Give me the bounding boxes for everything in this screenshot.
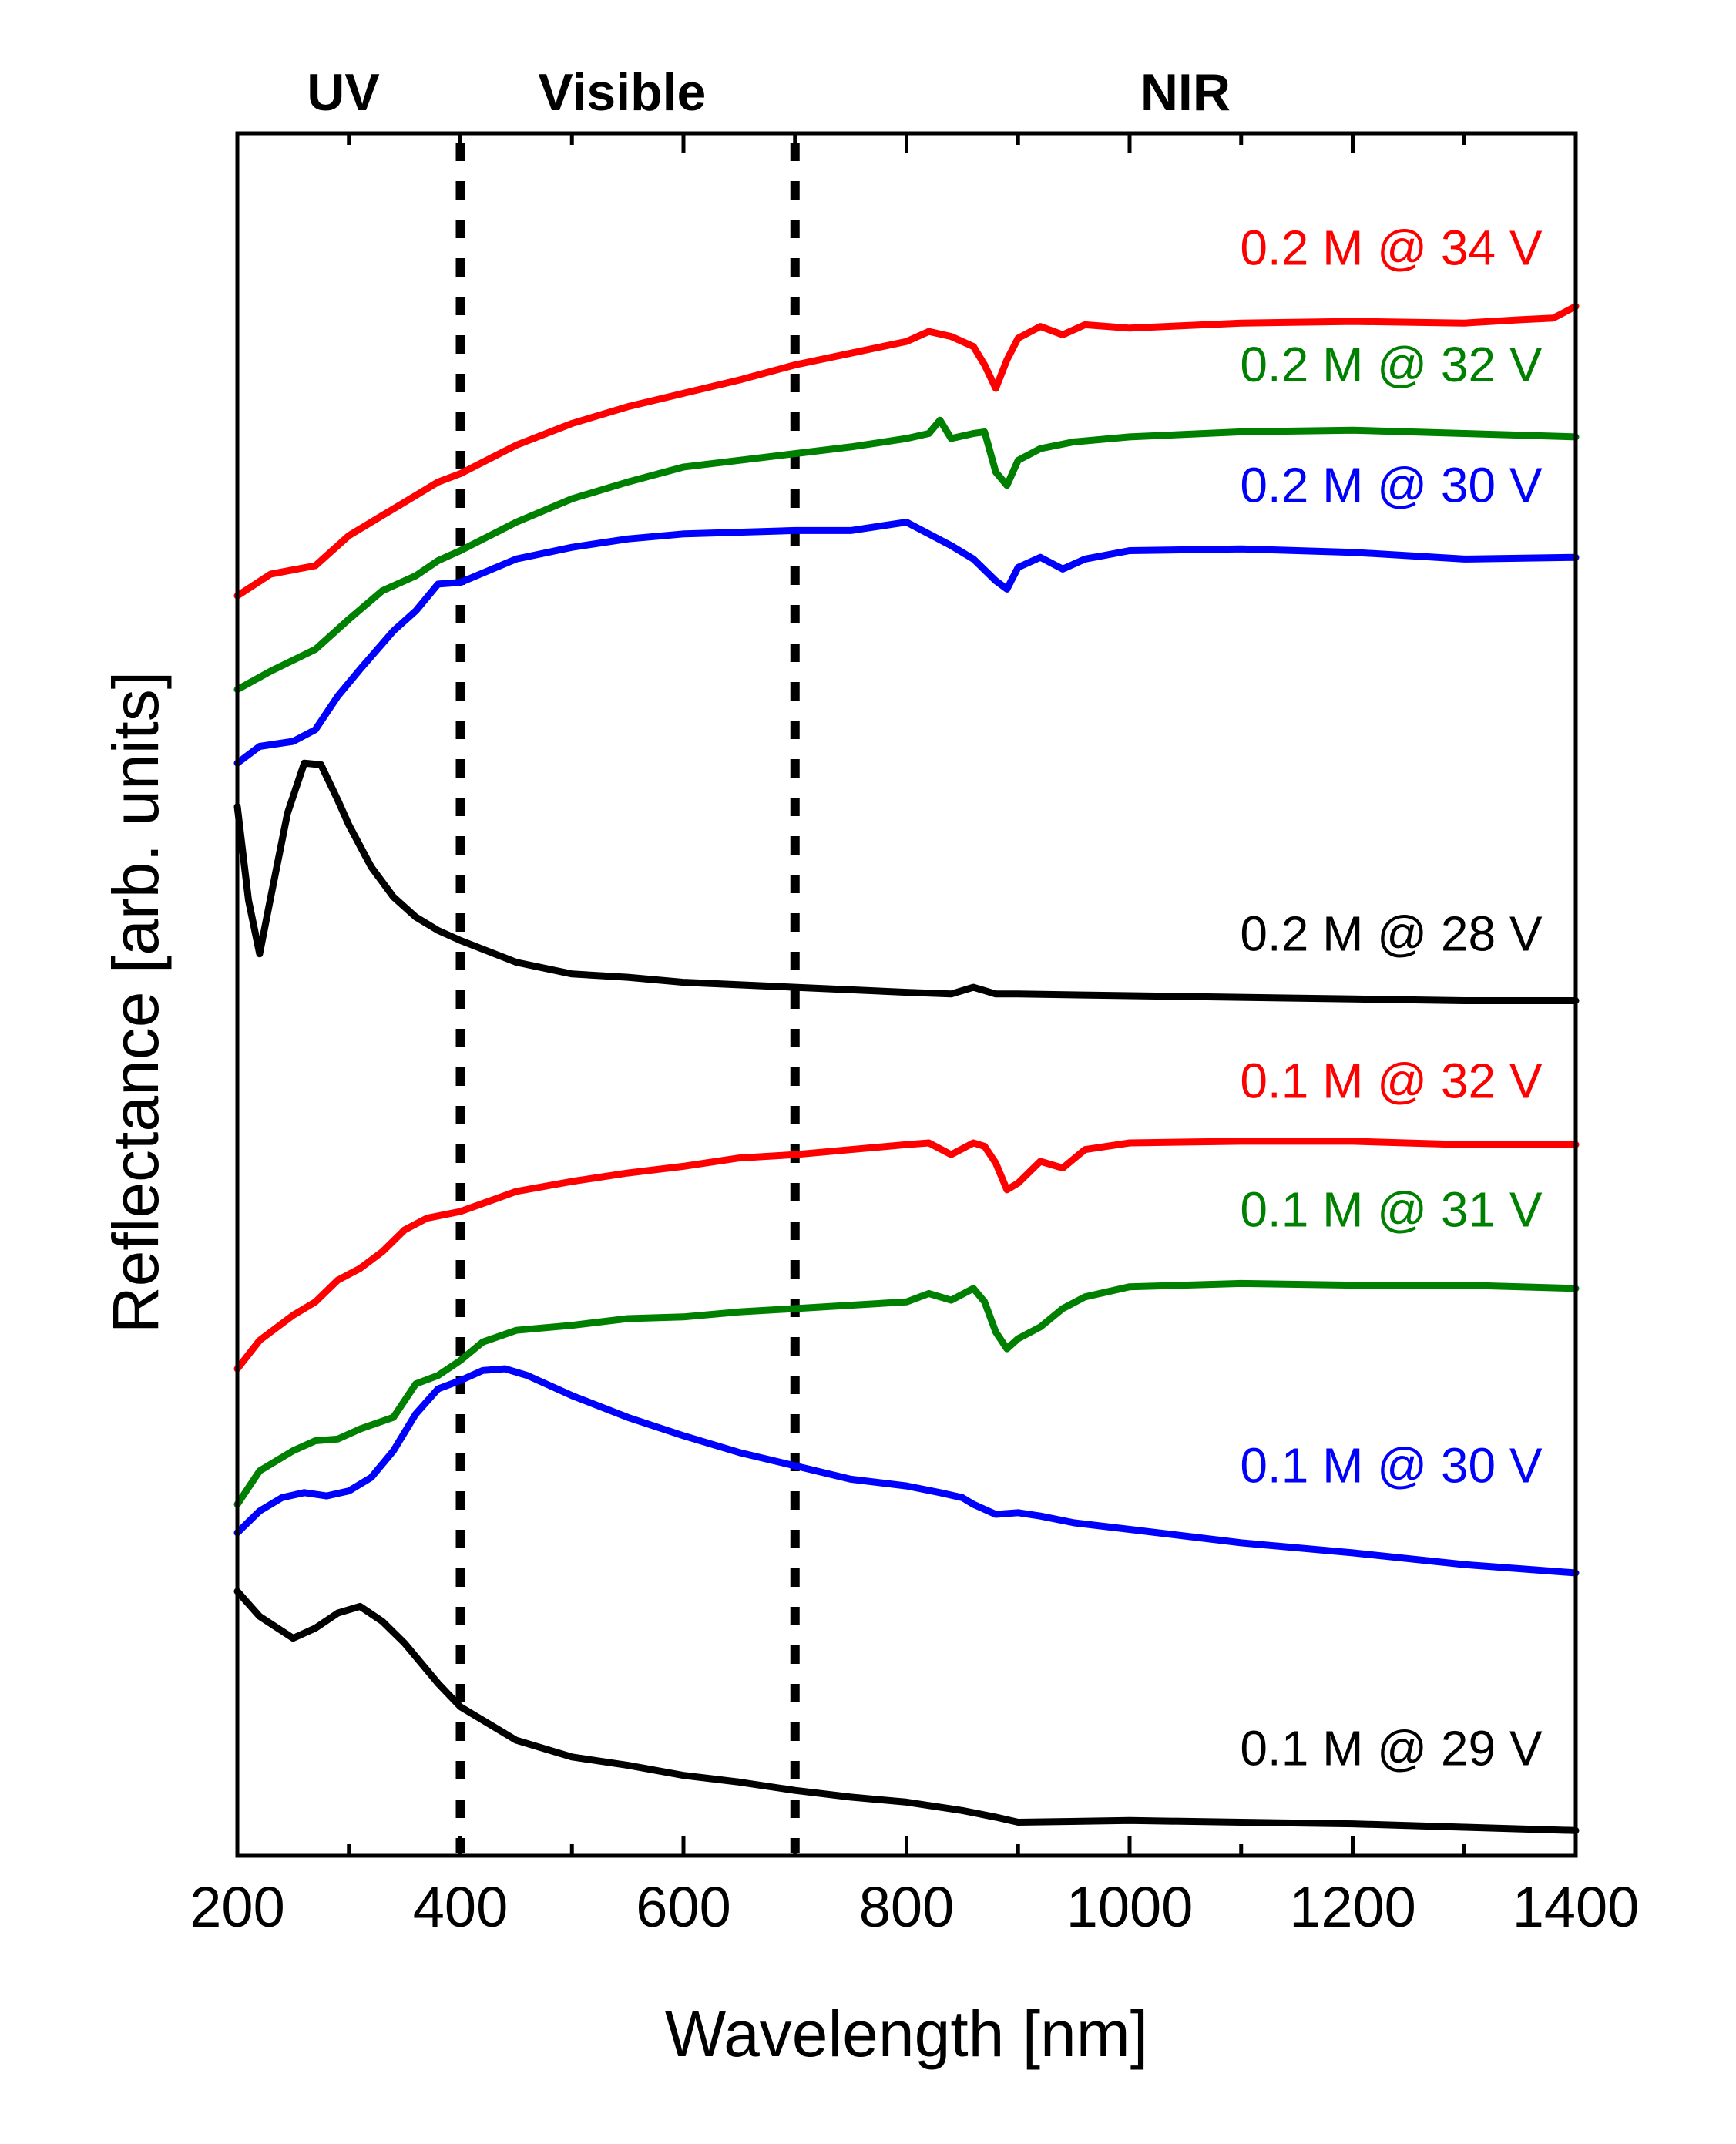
x-tick-label-600: 600 <box>636 1875 730 1939</box>
series-line-6 <box>233 1279 1580 1508</box>
x-tick-label-800: 800 <box>859 1875 954 1939</box>
series-label-8: 0.1 M @ 29 V <box>1240 1721 1543 1776</box>
x-axis-ticks <box>235 133 1578 1856</box>
region-labels: UV Visible NIR <box>307 63 1231 122</box>
x-tick-label-400: 400 <box>413 1875 508 1939</box>
series-labels: 0.2 M @ 34 V 0.2 M @ 32 V 0.2 M @ 30 V 0.2 … <box>1240 220 1543 1776</box>
series-line-7 <box>233 1365 1580 1577</box>
series-line-2 <box>233 416 1580 694</box>
region-boundaries <box>455 143 800 1853</box>
series-line-4 <box>233 759 1580 1004</box>
series-label-3: 0.2 M @ 30 V <box>1240 458 1543 513</box>
series-label-1: 0.2 M @ 34 V <box>1240 220 1543 275</box>
x-tick-label-1200: 1200 <box>1289 1875 1416 1939</box>
x-tick-label-200: 200 <box>190 1875 284 1939</box>
x-tick-label-1000: 1000 <box>1066 1875 1194 1939</box>
x-axis-tick-labels: 200 400 600 800 1000 1200 1400 <box>190 1875 1639 1939</box>
series-line-3 <box>233 519 1580 767</box>
series-line-8 <box>233 1588 1580 1834</box>
series-label-6: 0.1 M @ 31 V <box>1240 1182 1543 1238</box>
series-lines <box>233 303 1580 1834</box>
x-tick-label-1400: 1400 <box>1513 1875 1640 1939</box>
series-label-7: 0.1 M @ 30 V <box>1240 1438 1543 1494</box>
series-line-5 <box>233 1138 1580 1373</box>
y-axis-title: Reflectance [arb. units] <box>99 671 172 1333</box>
series-label-4: 0.2 M @ 28 V <box>1240 906 1543 961</box>
region-label-visible: Visible <box>538 63 706 122</box>
region-label-uv: UV <box>307 63 379 122</box>
x-axis-title: Wavelength [nm] <box>665 1998 1148 2070</box>
series-label-5: 0.1 M @ 32 V <box>1240 1053 1543 1108</box>
series-label-2: 0.2 M @ 32 V <box>1240 337 1543 392</box>
series-line-1 <box>233 303 1580 600</box>
region-label-nir: NIR <box>1140 63 1231 122</box>
